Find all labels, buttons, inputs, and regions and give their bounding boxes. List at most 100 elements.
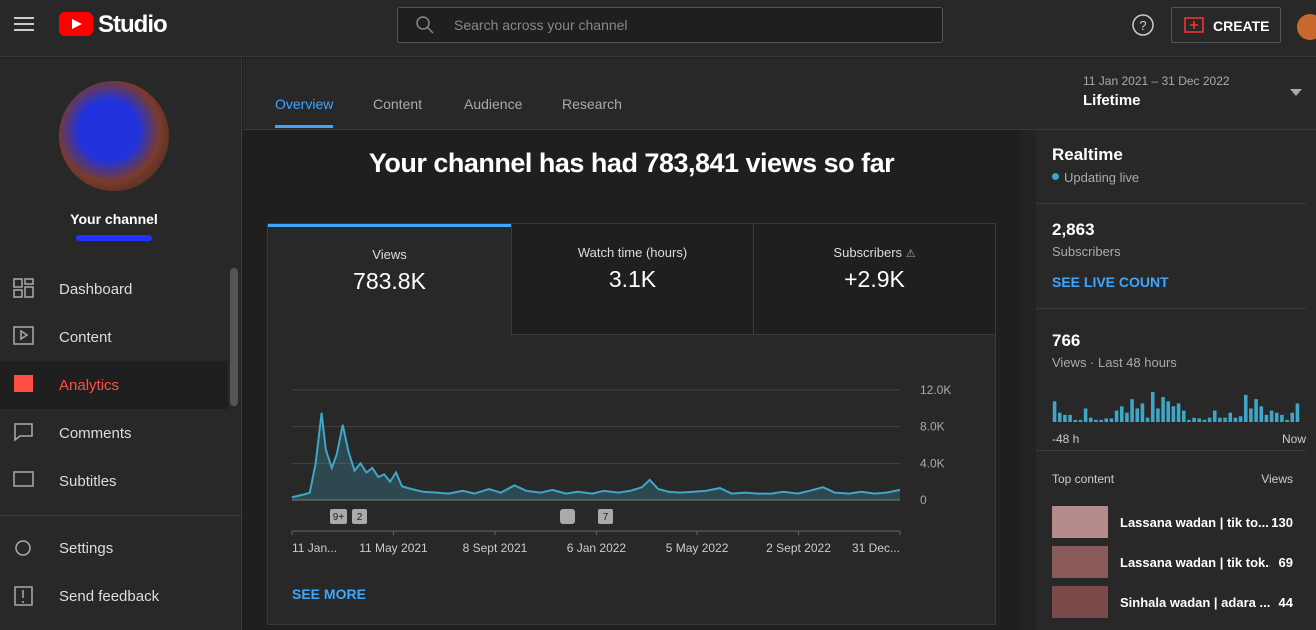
nav-item[interactable]: Content xyxy=(59,328,112,346)
divider xyxy=(1036,450,1306,451)
bar xyxy=(1192,417,1196,422)
bar xyxy=(1156,408,1160,422)
top-content-list: Lassana wadan | tik to... 130 Lassana wa… xyxy=(1036,506,1316,626)
bar xyxy=(1073,419,1078,422)
divider xyxy=(1036,308,1306,309)
bar xyxy=(1119,406,1124,422)
thumbnail xyxy=(1052,586,1108,618)
video-title: Lassana wadan | tik tok... xyxy=(1120,555,1270,570)
bar xyxy=(1207,417,1212,422)
top-content-title: Top content xyxy=(1052,472,1115,486)
see-more[interactable]: SEE MORE xyxy=(292,586,366,602)
help-icon[interactable]: ? xyxy=(1132,14,1154,36)
logo-icon xyxy=(59,12,93,36)
nav-item[interactable]: Dashboard xyxy=(59,280,133,298)
menu-icon[interactable] xyxy=(14,16,34,32)
bar xyxy=(1274,412,1279,422)
tab-bar xyxy=(243,58,1316,130)
bar xyxy=(1088,417,1093,422)
tab[interactable]: Research xyxy=(562,96,622,112)
metric-label: Views xyxy=(372,247,407,262)
metric-label-text: Subscribers xyxy=(833,245,903,260)
metric-label: Subscribers ⚠ xyxy=(754,245,995,260)
subscriber-count: 2,863 xyxy=(1052,220,1095,239)
divider xyxy=(1036,203,1306,204)
bar xyxy=(1171,406,1176,422)
bar xyxy=(1259,406,1264,422)
bar xyxy=(1083,408,1088,422)
top-content-row[interactable]: Lassana wadan | tik tok... 69 xyxy=(1036,546,1316,586)
metric-value: 783.8K xyxy=(353,268,426,294)
date-label[interactable]: Lifetime xyxy=(1083,92,1141,109)
svg-text:?: ? xyxy=(1139,18,1146,33)
dropdown-icon[interactable] xyxy=(1290,89,1302,97)
bar xyxy=(1269,410,1274,422)
tab-active[interactable]: Overview xyxy=(275,96,334,112)
channel-avatar[interactable] xyxy=(59,81,169,191)
bar xyxy=(1057,412,1062,422)
scrollbar xyxy=(230,268,238,406)
bar xyxy=(1249,408,1253,422)
metric-tab[interactable]: Subscribers ⚠ +2.9K xyxy=(753,224,995,335)
thumbnail xyxy=(1052,506,1108,538)
nav-item[interactable]: Settings xyxy=(59,539,114,557)
x-tick-label: Now xyxy=(1282,432,1306,446)
create-icon xyxy=(1184,17,1204,33)
tab[interactable]: Audience xyxy=(464,96,523,112)
bar xyxy=(1099,419,1103,422)
top-content-row[interactable]: Lassana wadan | tik to... 130 xyxy=(1036,506,1316,546)
bar xyxy=(1233,417,1238,422)
search-placeholder: Search across your channel xyxy=(454,17,628,33)
header: Studio Search across your channel ? CREA… xyxy=(0,0,1316,57)
bar xyxy=(1114,410,1119,422)
search-box[interactable]: Search across your channel xyxy=(397,7,943,43)
bar xyxy=(1243,394,1248,422)
realtime-views: 766 xyxy=(1052,331,1081,350)
create-button[interactable]: CREATE xyxy=(1171,7,1281,43)
video-views: 69 xyxy=(1278,555,1293,570)
search-icon xyxy=(416,16,434,34)
see-live-count[interactable]: SEE LIVE COUNT xyxy=(1052,274,1169,290)
bar xyxy=(1197,418,1202,422)
bar xyxy=(1094,419,1098,422)
bar xyxy=(1063,414,1067,422)
nav-item[interactable]: Send feedback xyxy=(59,587,160,605)
bar xyxy=(1264,414,1269,422)
subscriber-label: Subscribers xyxy=(1052,244,1121,259)
video-title: Lassana wadan | tik to... xyxy=(1120,515,1269,530)
bar xyxy=(1140,403,1145,422)
realtime-status: Updating live xyxy=(1064,170,1140,185)
video-views: 130 xyxy=(1271,515,1293,530)
top-content-row[interactable]: Sinhala wadan | adara ... 44 xyxy=(1036,586,1316,626)
nav-item-active[interactable]: Analytics xyxy=(0,361,228,409)
metric-value: +2.9K xyxy=(844,266,905,292)
metric-tab[interactable]: Watch time (hours) 3.1K xyxy=(511,224,753,335)
bar xyxy=(1280,414,1284,422)
tab-indicator xyxy=(275,125,333,128)
bar xyxy=(1052,401,1057,422)
bar xyxy=(1212,410,1217,422)
bar xyxy=(1290,412,1295,422)
logo-text: Studio xyxy=(98,11,168,38)
bar xyxy=(1161,397,1165,422)
nav-item[interactable]: Subtitles xyxy=(59,472,117,490)
bar xyxy=(1228,412,1233,422)
bar xyxy=(1218,417,1222,422)
bar xyxy=(1078,419,1083,422)
metric-value: 3.1K xyxy=(608,266,657,292)
metric-tab[interactable]: Views 783.8K xyxy=(268,224,511,335)
account-avatar[interactable] xyxy=(1297,14,1316,40)
bar xyxy=(1109,418,1114,422)
bar xyxy=(1176,403,1181,422)
tab[interactable]: Content xyxy=(373,96,423,112)
chart-card: Views 783.8K Watch time (hours) 3.1K Sub… xyxy=(267,223,996,625)
bar xyxy=(1104,418,1109,422)
video-title: Sinhala wadan | adara ... xyxy=(1120,595,1270,610)
bar xyxy=(1130,399,1134,422)
x-tick-label: -48 h xyxy=(1052,432,1079,446)
views-header: Views xyxy=(1261,472,1293,486)
bar xyxy=(1135,408,1140,422)
bar xyxy=(1223,417,1227,422)
bar xyxy=(1238,416,1243,422)
nav-item[interactable]: Comments xyxy=(59,424,132,442)
